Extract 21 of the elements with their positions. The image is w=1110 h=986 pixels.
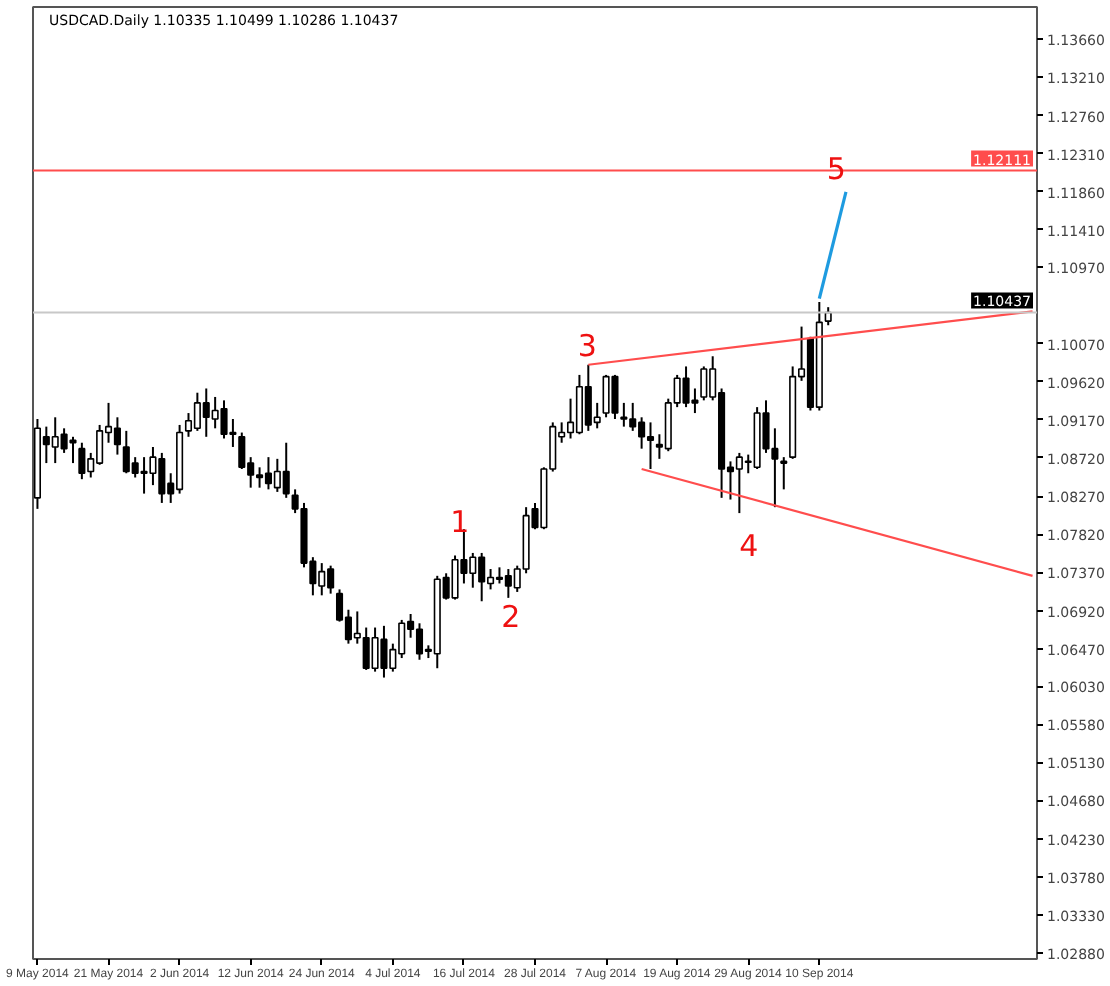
- candlestick: [220, 399, 228, 440]
- candlestick: [264, 456, 273, 491]
- candlestick: [69, 435, 77, 465]
- annotation: 2: [501, 599, 521, 636]
- candlestick: [149, 445, 157, 487]
- candlestick: [700, 365, 708, 402]
- candlestick: [78, 441, 86, 481]
- annotation: 1: [450, 504, 470, 541]
- annotation: 4: [739, 527, 759, 564]
- candlestick: [380, 624, 388, 679]
- candlestick: [682, 365, 690, 409]
- candlestick: [451, 554, 459, 601]
- annotation: 3: [577, 327, 597, 364]
- candlestick: [415, 622, 424, 661]
- candlestick: [780, 456, 788, 491]
- candlestick: [282, 441, 290, 499]
- candlestick: [620, 401, 628, 428]
- candlestick: [238, 431, 246, 471]
- candlestick: [611, 373, 619, 420]
- candlestick: [113, 416, 121, 456]
- candlestick: [646, 421, 655, 471]
